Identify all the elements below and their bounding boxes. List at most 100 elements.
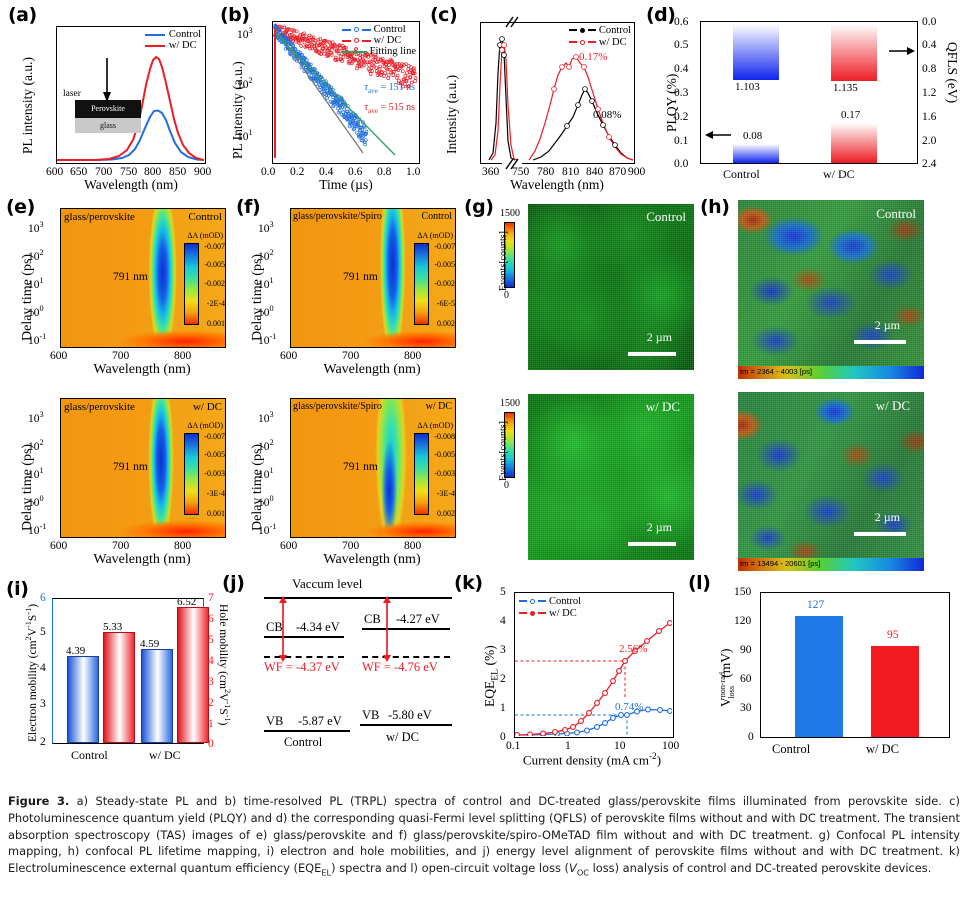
panel-c-annotation-control: 0.08% — [593, 109, 621, 121]
panel-d-ytick-05: 0.5 — [674, 39, 688, 51]
panel-e-top-ylabel: Delay time (ps) — [20, 254, 36, 341]
panel-i: (i) 4.39 5.33 4.59 6.52 6 5 4 3 2 7 6 5 … — [4, 578, 220, 786]
panel-f-top-xtick-800: 800 — [404, 350, 421, 362]
panel-b-legend-marker-control — [354, 27, 359, 32]
panel-k-ytick-2: 2 — [500, 673, 506, 685]
panel-e-top-xtick-600: 600 — [50, 350, 67, 362]
panel-a-legend-swatch-dc — [145, 45, 165, 47]
panel-c-legend-label-control: Control — [599, 25, 631, 36]
panel-e-top-condition: Control — [188, 211, 222, 223]
figure-caption: Figure 3. a) Steady-state PL and b) time… — [8, 793, 960, 878]
panel-f-bottom-xlabel: Wavelength (nm) — [282, 552, 462, 568]
panel-j-control-vb-value: -5.87 eV — [298, 714, 342, 729]
panel-g-top-condition: Control — [646, 209, 686, 225]
panel-i-value-hole-control: 5.33 — [103, 621, 122, 633]
panel-h-top-colorbar: tm = 2364 - 4003 [ps] — [738, 366, 924, 379]
panel-f-top-sample: glass/perovskite/Spiro — [293, 211, 382, 222]
panel-g-cbar-min-bottom: 0 — [504, 480, 509, 491]
panel-a-legend-swatch-control — [145, 34, 165, 36]
panel-i-bar-hole-control — [103, 632, 135, 743]
panel-g-cbar-max-top: 1500 — [500, 208, 520, 219]
panel-a-xlabel: Wavelength (nm) — [56, 177, 206, 193]
panel-i-bar-hole-dc — [177, 607, 209, 743]
panel-f-top-ylabel: Delay time (ps) — [250, 254, 266, 341]
panel-f-top-ytick-3: 103 — [258, 220, 274, 235]
panel-a-legend: Control w/ DC — [145, 29, 201, 51]
panel-k-ytick-3: 3 — [500, 644, 506, 656]
panel-c-plot: Control w/ DC 0.17% 0.08% — [480, 22, 635, 164]
panel-k-ytick-5: 5 — [500, 586, 506, 598]
panel-d-ytick-r-16: 1.6 — [922, 111, 936, 123]
panel-g: (g) 1500 0 Events[counts] Control 2 µm 1… — [464, 196, 700, 582]
panel-e-top-image: glass/perovskite Control 791 nm ΔA (mOD)… — [60, 208, 226, 348]
panel-h-top-scalebar-label: 2 µm — [875, 318, 900, 333]
panel-d-ytick-r-24: 2.4 — [922, 158, 936, 170]
panel-f-top-cbar-tick-2: -0.002 — [434, 279, 455, 288]
panel-j-dc-vb-line — [360, 724, 452, 726]
panel-j-dc-vb-value: -5.80 eV — [388, 708, 432, 723]
panel-e-bottom: glass/perovskite w/ DC 791 nm ΔA (mOD) -… — [4, 386, 232, 582]
panel-h-top-scalebar — [854, 340, 906, 344]
panel-b-legend-label-fit: Fitting line — [370, 46, 416, 57]
panel-c-legend: Control w/ DC — [569, 24, 631, 48]
panel-i-ytick-r-3: 3 — [208, 676, 214, 688]
panel-d-ytick-r-00: 0.0 — [922, 16, 936, 28]
panel-c-axis-break-top-icon — [502, 15, 522, 29]
panel-g-cbar-label-top: Events[counts] — [498, 231, 509, 291]
panel-f-top-image: glass/perovskite/Spiro Control 791 nm ΔA… — [290, 208, 456, 348]
panel-j-dc-vb-label: VB — [362, 708, 379, 723]
panel-i-ytick-r-2: 2 — [208, 697, 214, 709]
panel-d-ytick-01: 0.1 — [674, 135, 688, 147]
panel-k-legend-label-control: Control — [549, 596, 581, 607]
panel-f-top-xtick-700: 700 — [342, 350, 359, 362]
panel-j-dc-cb-value: -4.27 eV — [396, 612, 440, 627]
panel-a-legend-label-dc: w/ DC — [169, 40, 197, 51]
panel-j-control-vb-line — [264, 730, 350, 732]
panel-l-value-control: 127 — [807, 599, 824, 611]
panel-f: (f) glass/perovskite/Spiro Control 791 n… — [234, 196, 462, 392]
panel-f-bottom-cbar-tick-1: -0.005 — [434, 450, 455, 459]
panel-e: (e) glass/perovskite Control 791 nm ΔA (… — [4, 196, 232, 392]
panel-i-value-hole-dc: 6.52 — [177, 596, 196, 608]
panel-i-tag: (i) — [6, 578, 28, 600]
panel-l-ytick-150: 150 — [734, 586, 751, 598]
panel-e-top-xlabel: Wavelength (nm) — [52, 362, 232, 378]
panel-h-bottom-colorbar: tm = 13494 - 20601 [ps] — [738, 558, 924, 571]
panel-e-top-cbar-tick-0: -0.007 — [204, 242, 225, 251]
panel-i-ytick-r-1: 1 — [208, 718, 214, 730]
panel-d-ytick-06: 0.6 — [674, 16, 688, 28]
panel-j-control-wf-line — [264, 656, 344, 658]
panel-e-top-cbar-title: ΔA (mOD) — [187, 231, 223, 240]
panel-i-xtick-dc: w/ DC — [149, 748, 181, 763]
panel-d-xtick-dc: w/ DC — [823, 167, 855, 182]
panel-e-bottom-cbar-tick-4: 0.001 — [207, 509, 225, 518]
panel-i-ytick-6: 6 — [40, 592, 46, 604]
panel-j-control-cb-value: -4.34 eV — [296, 620, 340, 635]
panel-d-ytick-r-12: 1.2 — [922, 87, 936, 99]
panel-e-top-xtick-800: 800 — [174, 350, 191, 362]
panel-a: (a) Perovskite glass laser Control w/ DC — [4, 4, 216, 190]
panel-c-tag: (c) — [430, 4, 457, 26]
panel-h-bottom-scalebar-label: 2 µm — [875, 510, 900, 525]
panel-a-legend-label-control: Control — [169, 29, 201, 40]
panel-f-bottom-xtick-700: 700 — [342, 540, 359, 552]
panel-j-control-name: Control — [284, 735, 322, 750]
panel-e-bottom-colorbar — [184, 433, 199, 515]
panel-j-control-wf-value: WF = -4.37 eV — [264, 660, 340, 675]
panel-i-ytick-5: 5 — [40, 626, 46, 638]
panel-e-bottom-xtick-700: 700 — [112, 540, 129, 552]
panel-a-laser-label: laser — [63, 89, 81, 99]
panel-d-right-axis-arrow-icon — [887, 46, 915, 56]
panel-d: (d) 1.103 1.135 0.08 0.17 0.6 0.5 0.4 0.… — [640, 4, 968, 190]
panel-a-ylabel: PL intensity (a.u.) — [20, 57, 36, 154]
panel-f-bottom-condition: w/ DC — [426, 401, 452, 412]
panel-g-top-scalebar — [628, 352, 676, 356]
panel-j-control-cb-line — [264, 636, 344, 638]
panel-h-tag: (h) — [700, 196, 729, 218]
panel-d-value-plqy-dc: 0.17 — [841, 109, 860, 121]
panel-e-bottom-sample: glass/perovskite — [64, 401, 135, 413]
panel-j-dc-cb-label: CB — [364, 612, 381, 627]
panel-l-bar-control — [795, 616, 843, 737]
panel-h-bottom-scalebar — [854, 532, 906, 536]
panel-c-xlabel: Wavelength (nm) — [478, 177, 636, 193]
